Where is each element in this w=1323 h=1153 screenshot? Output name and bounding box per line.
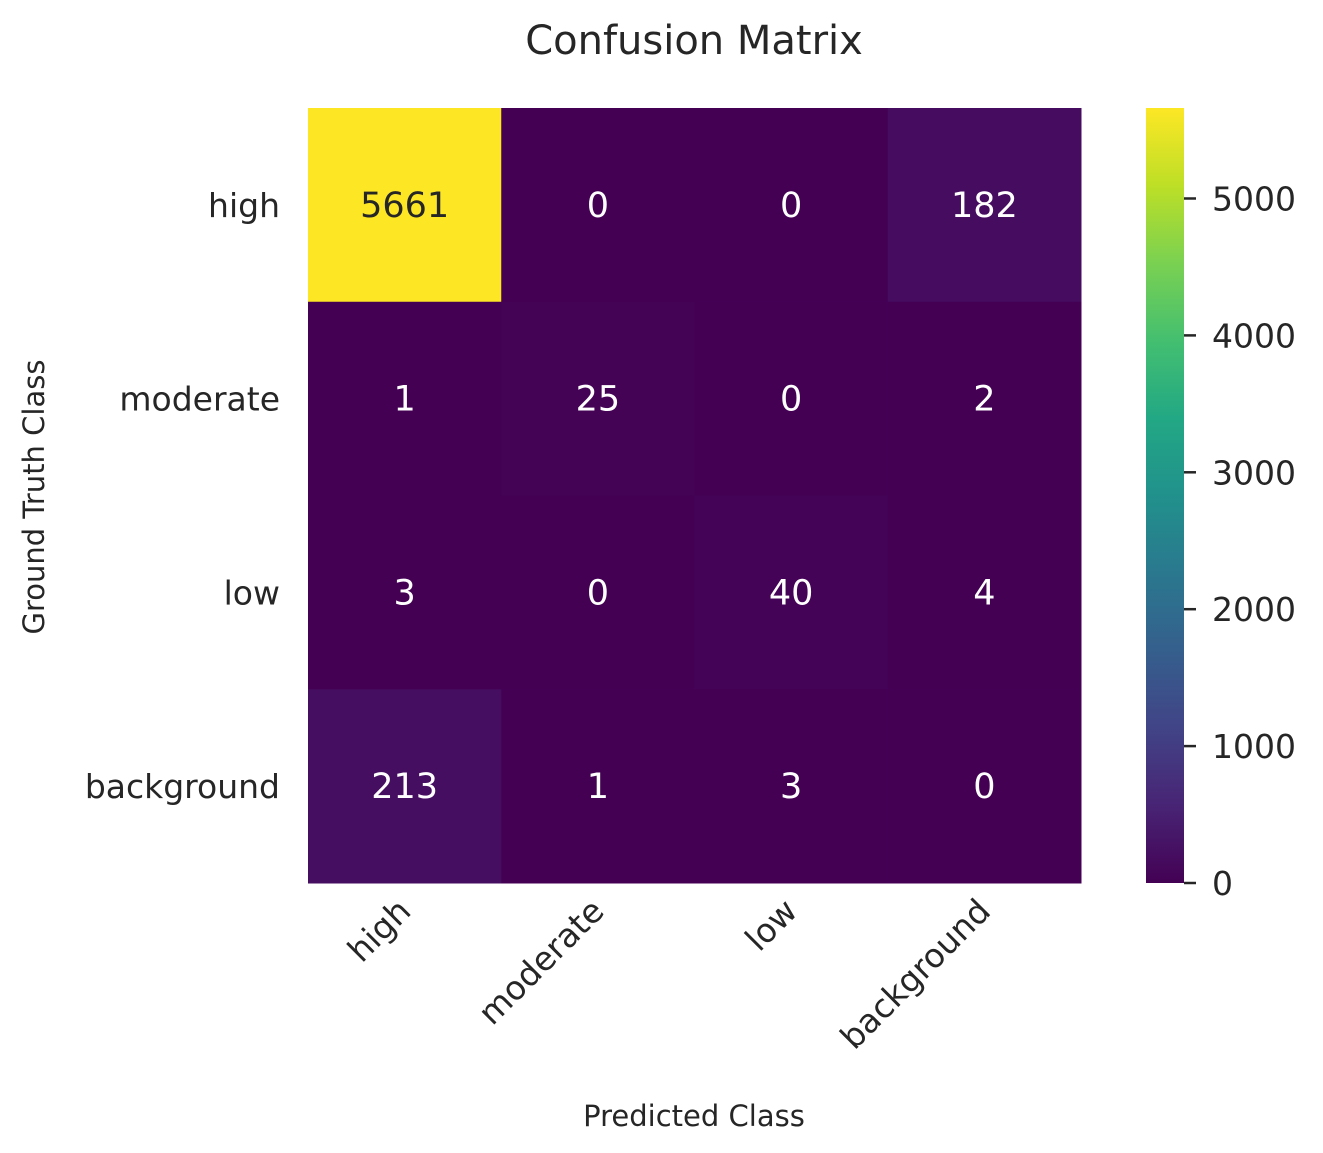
x-axis-label: Predicted Class (583, 1099, 805, 1133)
x-tick-label: background (832, 891, 998, 1057)
heatmap-cells (308, 108, 1082, 884)
heatmap-cell (694, 108, 889, 303)
cell-value-label: 0 (973, 767, 995, 807)
heatmap-cell (501, 495, 695, 690)
cell-value-label: 4 (973, 573, 995, 613)
cell-value-label: 5661 (360, 186, 449, 226)
heatmap-cell (501, 108, 695, 303)
colorbar-ticks: 0 1000 2000 3000 4000 5000 (1184, 179, 1296, 903)
y-axis-label: Ground Truth Class (17, 360, 51, 635)
colorbar-gradient (1146, 108, 1184, 883)
heatmap-cell (308, 301, 502, 496)
y-tick-labels: high moderate low background (85, 186, 280, 806)
heatmap-cell-labels: 5661 0 0 182 1 25 0 2 3 0 40 4 213 1 3 0 (360, 186, 1018, 807)
colorbar-tick-label: 4000 (1212, 316, 1296, 355)
cell-value-label: 182 (951, 186, 1018, 226)
x-tick-label: high (340, 891, 418, 969)
cell-value-label: 25 (576, 380, 621, 420)
heatmap-cell (501, 301, 695, 496)
heatmap-cell (694, 495, 889, 690)
heatmap-cell (501, 689, 695, 884)
colorbar: 0 1000 2000 3000 4000 5000 (1146, 108, 1296, 903)
heatmap-cell (887, 689, 1082, 884)
chart-title: Confusion Matrix (525, 18, 863, 64)
y-tick-label: background (85, 767, 280, 806)
y-tick-label: low (224, 573, 280, 612)
heatmap-cell (308, 108, 502, 303)
heatmap-cell (694, 689, 889, 884)
cell-value-label: 3 (780, 767, 802, 807)
y-tick-label: moderate (119, 380, 280, 419)
cell-value-label: 3 (393, 573, 415, 613)
colorbar-tick-label: 5000 (1212, 179, 1296, 218)
y-tick-label: high (208, 186, 280, 225)
x-tick-labels: high moderate low background (340, 891, 998, 1057)
colorbar-tick-label: 1000 (1212, 727, 1296, 766)
cell-value-label: 0 (780, 380, 802, 420)
colorbar-tick-label: 3000 (1212, 453, 1296, 492)
cell-value-label: 213 (371, 767, 438, 807)
heatmap-cell (887, 301, 1082, 496)
cell-value-label: 0 (587, 573, 609, 613)
cell-value-label: 2 (973, 380, 995, 420)
cell-value-label: 0 (780, 186, 802, 226)
heatmap-cell (694, 301, 889, 496)
heatmap-cell (308, 495, 502, 690)
heatmap-cell (887, 495, 1082, 690)
heatmap-cell (887, 108, 1082, 303)
cell-value-label: 40 (769, 573, 814, 613)
heatmap-cell (308, 689, 502, 884)
colorbar-tick-label: 0 (1212, 864, 1233, 903)
cell-value-label: 0 (587, 186, 609, 226)
x-tick-label: moderate (470, 891, 611, 1032)
cell-value-label: 1 (393, 380, 415, 420)
cell-value-label: 1 (587, 767, 609, 807)
colorbar-tick-label: 2000 (1212, 590, 1296, 629)
x-tick-label: low (737, 891, 804, 958)
